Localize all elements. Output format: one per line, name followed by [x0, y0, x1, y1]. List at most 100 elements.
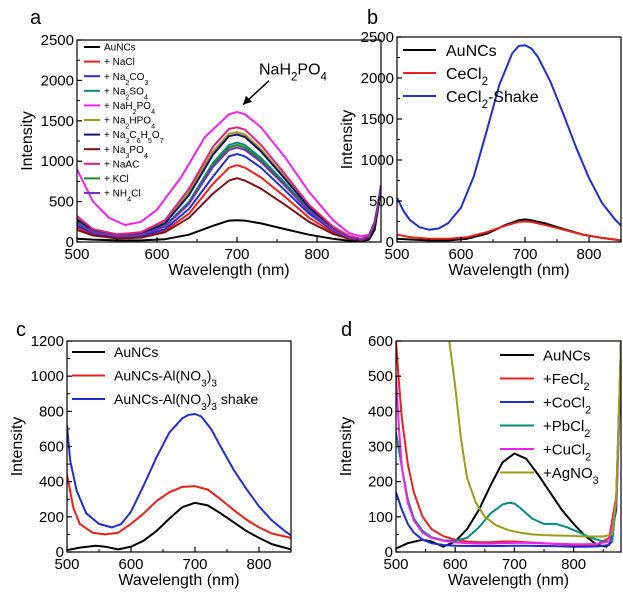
series-line-3: [396, 341, 621, 548]
legend-entry: AuNCs-Al(NO3)3 shake: [114, 391, 258, 413]
annotation-label: NaH2PO4: [259, 62, 328, 84]
y-axis-label: Intensity: [338, 417, 355, 477]
legend-entry: AuNCs: [446, 43, 497, 60]
y-tick-label: 0: [386, 234, 394, 251]
annotation-arrowhead: [243, 95, 252, 105]
series-line-1: [67, 501, 291, 552]
y-tick-label: 1000: [361, 152, 394, 169]
y-tick-label: 300: [368, 439, 393, 456]
y-tick-label: 1000: [41, 153, 74, 170]
x-tick-label: 600: [448, 246, 473, 263]
x-axis-label: Wavelength (nm): [118, 572, 239, 589]
y-tick-label: 2000: [361, 70, 394, 87]
plot-frame: [395, 340, 622, 553]
series-line-3: [397, 44, 621, 231]
legend-entry: + NaH2PO4: [104, 101, 155, 116]
x-tick-label: 600: [118, 556, 143, 573]
y-tick-label: 1500: [41, 113, 74, 130]
y-tick-label: 1500: [361, 111, 394, 128]
y-tick-label: 600: [39, 439, 64, 456]
y-tick-label: 0: [56, 544, 64, 561]
x-tick-label: 800: [561, 556, 586, 573]
series-line-5: [77, 110, 381, 238]
legend-entry: +CuCl2: [543, 441, 591, 463]
y-tick-label: 800: [39, 403, 64, 420]
legend-entry: +FeCl2: [543, 371, 589, 393]
panel-letter: c: [16, 319, 26, 341]
x-tick-label: 600: [443, 556, 468, 573]
x-tick-label: 500: [383, 556, 408, 573]
x-axis-label: Wavelength (nm): [448, 262, 569, 279]
y-tick-label: 500: [369, 193, 394, 210]
y-tick-label: 2500: [41, 32, 74, 49]
series-group: [67, 413, 291, 552]
legend-entry: + NH4Cl: [104, 189, 141, 204]
series-group: [396, 341, 621, 550]
y-tick-label: 200: [368, 474, 393, 491]
series-line-11: [77, 146, 381, 241]
x-tick-label: 500: [54, 556, 79, 573]
y-tick-label: 0: [385, 544, 393, 561]
legend-entry: + Na3C6H5O7: [104, 130, 164, 145]
y-axis-label: Intensity: [9, 417, 26, 477]
panel-c: c 500 600 700 800 0 200 400 600 800 1000 1200 Wavel…: [9, 319, 292, 589]
y-tick-label: 2000: [41, 72, 74, 89]
x-tick-label: 800: [246, 556, 271, 573]
series-group: [77, 110, 381, 242]
y-tick-label: 400: [39, 474, 64, 491]
legend-entry: + Na2CO3: [104, 72, 148, 87]
legend-entry: + KCl: [104, 174, 129, 185]
y-axis-label: Intensity: [19, 111, 36, 171]
x-axis-label: Wavelength (nm): [448, 572, 569, 589]
y-tick-label: 1200: [31, 333, 64, 350]
x-axis-label: Wavelength (nm): [168, 262, 289, 279]
legend-entry: CeCl2-Shake: [446, 89, 539, 111]
y-tick-label: 600: [368, 333, 393, 350]
x-tick-label: 800: [304, 246, 329, 263]
legend-entry: +PbCl2: [543, 418, 590, 440]
series-line-1: [77, 185, 381, 242]
panel-letter: a: [30, 7, 42, 29]
y-tick-label: 500: [49, 194, 74, 211]
x-tick-label: 700: [182, 556, 207, 573]
x-tick-label: 600: [144, 246, 169, 263]
series-line-2: [67, 474, 291, 539]
legend-entry: CeCl2: [446, 66, 488, 88]
legend-entry: AuNCs: [104, 43, 136, 54]
x-tick-label: 500: [384, 246, 409, 263]
legend-entry: + Na2SO4: [104, 86, 148, 101]
legend-entry: + Na2HPO4: [104, 116, 155, 131]
y-tick-label: 200: [39, 509, 64, 526]
legend-entry: + NaAC: [104, 159, 139, 170]
series-line-2: [397, 220, 621, 242]
x-tick-label: 700: [502, 556, 527, 573]
x-tick-label: 700: [512, 246, 537, 263]
y-axis-label: Intensity: [339, 110, 356, 170]
legend-entry: AuNCs: [114, 344, 158, 360]
y-tick-label: 1000: [31, 368, 64, 385]
y-tick-label: 400: [368, 403, 393, 420]
plot-frame: [396, 36, 622, 243]
series-group: [397, 44, 621, 242]
panel-b: b 500 600 700 80005001000150020002500Wavele…: [339, 7, 622, 279]
y-tick-label: 0: [66, 234, 74, 251]
legend-entry: + Na3PO4: [104, 145, 148, 160]
y-tick-label: 500: [368, 368, 393, 385]
legend-entry: + NaCl: [104, 57, 135, 68]
legend-entry: +CoCl2: [543, 394, 591, 416]
x-tick-label: 700: [224, 246, 249, 263]
x-tick-label: 800: [576, 246, 601, 263]
series-line-5: [396, 341, 621, 546]
series-line-2: [396, 341, 621, 546]
y-tick-label: 2500: [361, 29, 394, 46]
legend-entry: AuNCs-Al(NO3)3: [114, 368, 217, 390]
legend-entry: AuNCs: [543, 347, 591, 364]
x-tick-label: 500: [64, 246, 89, 263]
legend-entry: +AgNO3: [543, 465, 599, 487]
panel-letter: b: [367, 7, 378, 29]
series-line-4: [396, 341, 621, 543]
series-line-1: [396, 341, 621, 550]
panel-a: a 500 600 700 80005001000150020002500Wavele…: [19, 7, 382, 279]
series-line-6: [448, 341, 621, 538]
